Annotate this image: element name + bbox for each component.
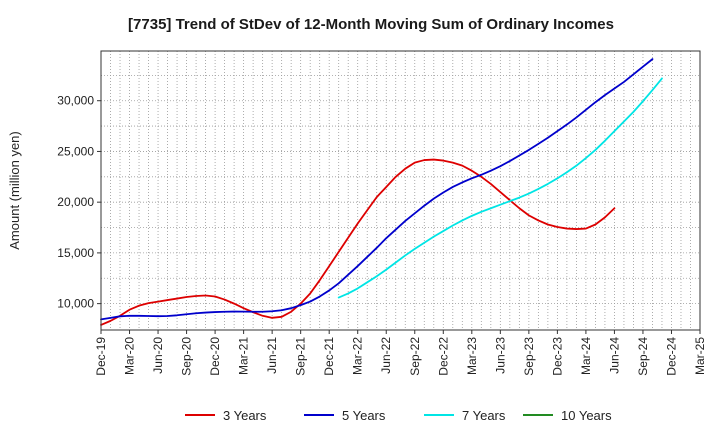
x-tick-label: Mar-25 — [693, 337, 707, 375]
y-tick-label: 15,000 — [57, 246, 94, 260]
x-tick-label: Dec-23 — [550, 337, 564, 376]
series-line-5-years — [100, 58, 654, 321]
legend: 3 Years 5 Years 7 Years 10 Years — [185, 408, 612, 423]
legend-label-7-years: 7 Years — [462, 408, 506, 423]
x-tick-label: Dec-24 — [664, 337, 678, 376]
y-axis-label: Amount (million yen) — [7, 131, 22, 250]
x-tick-label: Sep-24 — [636, 337, 650, 376]
x-tick-label: Jun-23 — [493, 337, 507, 374]
plot-area — [101, 51, 700, 330]
plot-frame — [100, 50, 701, 331]
x-tick-label: Sep-20 — [180, 337, 194, 376]
x-tick-label: Sep-21 — [294, 337, 308, 376]
y-tick-label: 25,000 — [57, 144, 94, 158]
y-tick-label: 10,000 — [57, 297, 94, 311]
legend-label-5-years: 5 Years — [342, 408, 386, 423]
x-tick-label: Mar-23 — [465, 337, 479, 375]
x-tick-label: Dec-22 — [436, 337, 450, 376]
x-tick-label: Dec-21 — [322, 337, 336, 376]
gridlines — [101, 51, 700, 330]
series-line-3-years — [100, 158, 616, 326]
x-tick-label: Jun-21 — [265, 337, 279, 374]
x-tick-label: Mar-20 — [123, 337, 137, 375]
x-tick-label: Jun-20 — [151, 337, 165, 374]
legend-label-3-years: 3 Years — [223, 408, 267, 423]
x-tick-label: Dec-19 — [94, 337, 108, 376]
x-tick-label: Jun-24 — [607, 337, 621, 374]
legend-label-10-years: 10 Years — [561, 408, 612, 423]
series-lines — [100, 58, 663, 326]
x-tick-label: Jun-22 — [379, 337, 393, 374]
y-tick-label: 20,000 — [57, 195, 94, 209]
x-tick-label: Mar-22 — [351, 337, 365, 375]
y-tick-label: 30,000 — [57, 94, 94, 108]
x-tick-label: Sep-22 — [408, 337, 422, 376]
x-tick-label: Mar-24 — [579, 337, 593, 375]
x-axis-ticks: Dec-19 Mar-20 Jun-20 Sep-20 Dec-20 Mar-21 Jun-… — [94, 330, 707, 376]
x-tick-label: Sep-23 — [522, 337, 536, 376]
y-axis-ticks: 10,000 15,000 20,000 25,000 30,000 — [57, 94, 101, 311]
series-line-7-years — [337, 77, 663, 299]
chart-title: [7735] Trend of StDev of 12-Month Moving… — [128, 16, 614, 33]
x-tick-label: Dec-20 — [208, 337, 222, 376]
x-tick-label: Mar-21 — [237, 337, 251, 375]
